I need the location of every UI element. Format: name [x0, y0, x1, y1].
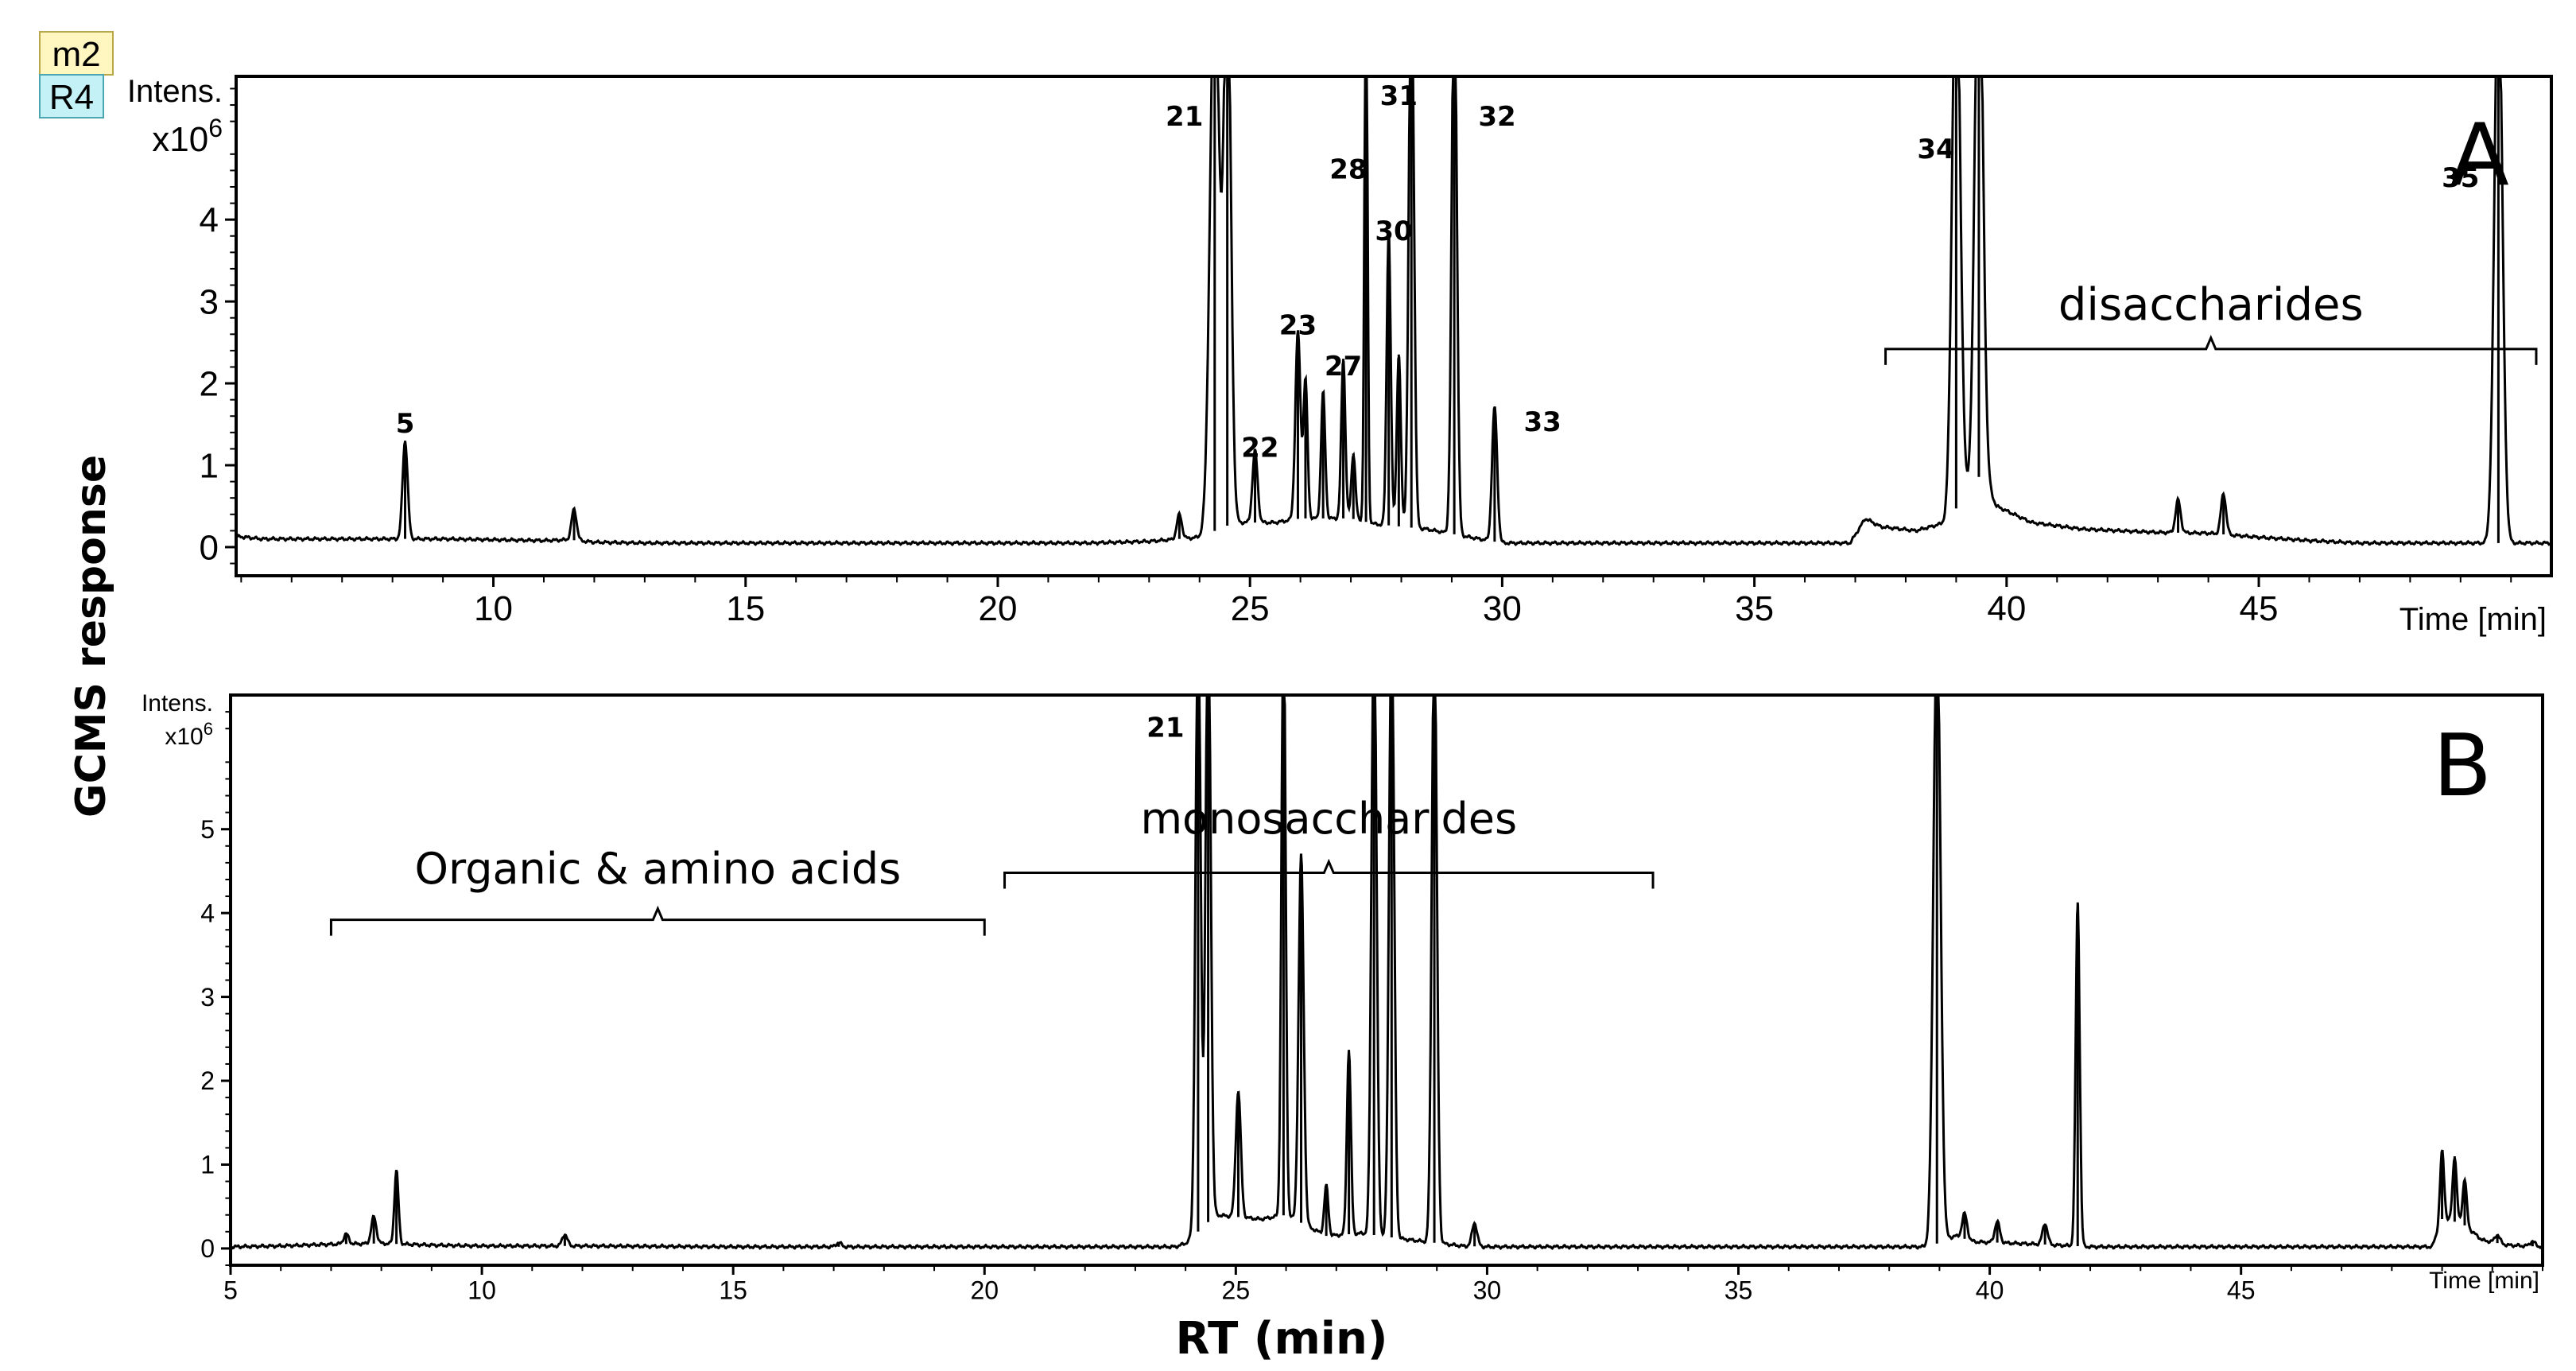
x-tick-label: 15	[719, 1276, 747, 1304]
x-tick-label: 45	[2240, 589, 2279, 628]
x-tick-label: 25	[1231, 589, 1270, 628]
trace-line	[235, 75, 2552, 547]
intens-label-b: Intens.	[142, 690, 213, 717]
y-tick-label: 1	[200, 446, 219, 485]
scale-label-b: x106	[165, 719, 213, 750]
x-tick-label: 10	[467, 1276, 496, 1304]
y-tick-label: 2	[200, 1066, 215, 1095]
peak-label: 28	[1329, 154, 1367, 186]
group-bracket	[1003, 858, 1655, 889]
x-tick-label: 25	[1222, 1276, 1251, 1304]
intens-label-a: Intens.	[127, 74, 223, 109]
badge-R4-box	[39, 74, 104, 118]
chromatogram-trace-a	[235, 75, 2552, 547]
group-bracket	[1884, 335, 2538, 365]
x-tick-label: 10	[474, 589, 513, 628]
peak-label: 34	[1917, 134, 1954, 165]
group-label: monosaccharides	[1140, 794, 1517, 844]
group-label: Organic & amino acids	[414, 844, 901, 894]
x-axis-title: RT (min)	[1176, 1313, 1388, 1365]
y-tick-label: 1	[200, 1151, 215, 1179]
compound-groups-b: Organic & amino acids monosaccharides	[329, 794, 1655, 936]
y-axis-title: GCMS response	[68, 455, 115, 818]
peak-labels-b: 21	[1146, 713, 1184, 744]
x-tick-label: 30	[1483, 589, 1522, 628]
y-tick-label: 0	[200, 528, 219, 567]
badge-m2: m2	[39, 31, 114, 76]
y-tick-label: 4	[200, 899, 215, 927]
y-tick-label: 4	[200, 201, 219, 240]
peak-label: 5	[396, 408, 415, 440]
y-tick-label: 0	[200, 1234, 215, 1263]
group-bracket	[329, 905, 986, 936]
plot-frame-a	[235, 75, 2553, 577]
badge-R4: R4	[39, 74, 104, 118]
time-axis-end-label-b: Time [min]	[2429, 1268, 2539, 1294]
trace-line	[230, 693, 2543, 1251]
peak-label: 22	[1241, 433, 1278, 464]
group-label: disaccharides	[2058, 279, 2364, 331]
panel-letter-b: B	[2433, 717, 2492, 816]
peak-label: 33	[1523, 406, 1561, 438]
peak-label: 23	[1279, 309, 1317, 341]
panel-letter-a: A	[2450, 106, 2509, 205]
peak-label: 32	[1478, 101, 1515, 133]
peak-label: 30	[1375, 216, 1412, 247]
badge-m2-box	[39, 31, 114, 76]
badge-R4-label: R4	[49, 78, 94, 117]
x-tick-label: 30	[1473, 1276, 1502, 1304]
x-tick-label: 40	[1976, 1276, 2004, 1304]
y-tick-label: 2	[200, 364, 219, 403]
y-tick-label: 5	[200, 815, 215, 844]
peak-label: 21	[1146, 713, 1184, 744]
compound-groups-a: disaccharides	[1884, 279, 2538, 365]
x-tick-label: 45	[2227, 1276, 2256, 1304]
peak-label: 27	[1325, 351, 1362, 383]
y-tick-label: 3	[200, 283, 219, 322]
scale-label-a: x106	[152, 114, 223, 159]
time-axis-end-label-a: Time [min]	[2399, 602, 2547, 637]
y-tick-label: 3	[200, 983, 215, 1012]
peak-label: 31	[1380, 80, 1418, 112]
x-tick-label: 15	[726, 589, 765, 628]
x-tick-label: 35	[1724, 1276, 1753, 1304]
chromatogram-trace-b	[230, 693, 2543, 1251]
badge-m2-label: m2	[52, 35, 100, 74]
peak-label: 21	[1166, 101, 1203, 133]
x-tick-label: 20	[979, 589, 1018, 628]
x-tick-label: 5	[223, 1276, 238, 1304]
x-tick-label: 40	[1987, 589, 2026, 628]
x-tick-label: 35	[1735, 589, 1774, 628]
peak-label: 35	[2442, 162, 2479, 194]
x-tick-label: 20	[970, 1276, 999, 1304]
